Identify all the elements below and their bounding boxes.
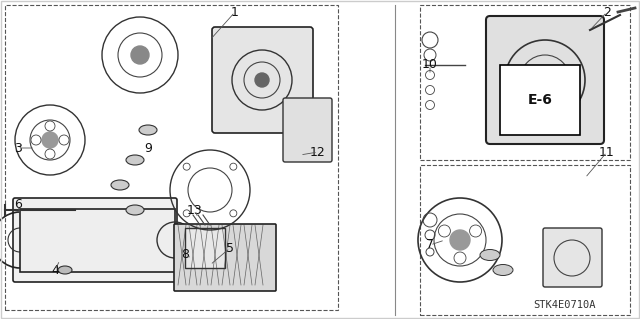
Text: STK4E0710A: STK4E0710A xyxy=(534,300,596,310)
Circle shape xyxy=(183,210,190,217)
Circle shape xyxy=(42,132,58,148)
Circle shape xyxy=(131,46,149,64)
Text: 6: 6 xyxy=(14,198,22,211)
Ellipse shape xyxy=(139,125,157,135)
Text: 13: 13 xyxy=(187,204,203,217)
Circle shape xyxy=(230,210,237,217)
Text: 7: 7 xyxy=(426,239,434,251)
Ellipse shape xyxy=(111,180,129,190)
Circle shape xyxy=(450,230,470,250)
Bar xyxy=(5,5,338,310)
Text: 3: 3 xyxy=(14,142,22,154)
Text: 4: 4 xyxy=(51,263,59,277)
Text: E-6: E-6 xyxy=(527,93,552,107)
FancyBboxPatch shape xyxy=(283,98,332,162)
Bar xyxy=(420,165,630,315)
FancyBboxPatch shape xyxy=(212,27,313,133)
Bar xyxy=(420,5,630,160)
Ellipse shape xyxy=(493,264,513,276)
FancyBboxPatch shape xyxy=(13,198,177,282)
FancyBboxPatch shape xyxy=(174,224,276,291)
Text: 1: 1 xyxy=(231,5,239,19)
Text: 8: 8 xyxy=(181,249,189,262)
Ellipse shape xyxy=(126,205,144,215)
Ellipse shape xyxy=(126,155,144,165)
Text: 10: 10 xyxy=(422,58,438,71)
Text: 11: 11 xyxy=(599,145,615,159)
Circle shape xyxy=(255,73,269,87)
Text: 5: 5 xyxy=(226,241,234,255)
Ellipse shape xyxy=(480,249,500,261)
Circle shape xyxy=(535,70,555,90)
FancyBboxPatch shape xyxy=(486,16,604,144)
Text: 2: 2 xyxy=(603,5,611,19)
Bar xyxy=(185,228,225,268)
Circle shape xyxy=(183,163,190,170)
Text: 9: 9 xyxy=(144,142,152,154)
Text: 12: 12 xyxy=(310,145,326,159)
Bar xyxy=(20,209,175,272)
FancyBboxPatch shape xyxy=(543,228,602,287)
Circle shape xyxy=(230,163,237,170)
Ellipse shape xyxy=(58,266,72,274)
